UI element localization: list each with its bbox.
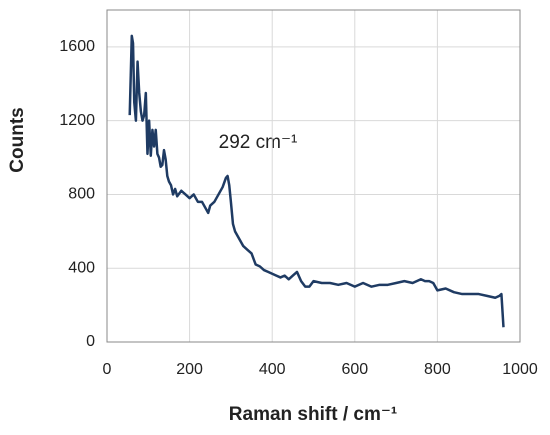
x-tick-label: 600 <box>341 361 368 378</box>
y-axis-title: Counts <box>7 107 28 172</box>
data-line <box>128 34 505 328</box>
annotation: 292 cm⁻¹ <box>219 132 298 153</box>
x-tick-label: 1000 <box>502 361 538 378</box>
y-tick-label: 1600 <box>59 38 95 55</box>
x-axis-title: Raman shift / cm⁻¹ <box>229 404 397 425</box>
y-tick-label: 800 <box>68 186 95 203</box>
x-tick-label: 400 <box>259 361 286 378</box>
y-tick-label: 1200 <box>59 112 95 129</box>
x-tick-label: 800 <box>424 361 451 378</box>
plot-frame <box>106 9 521 343</box>
y-tick-label: 0 <box>86 333 95 350</box>
y-tick-label: 400 <box>68 259 95 276</box>
x-tick-label: 0 <box>103 361 112 378</box>
x-tick-label: 200 <box>176 361 203 378</box>
